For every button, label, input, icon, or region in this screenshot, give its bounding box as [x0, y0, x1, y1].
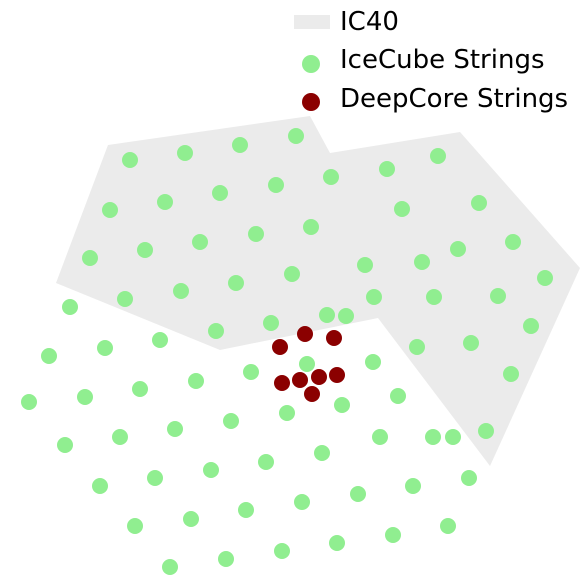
icecube-strings-point — [203, 462, 219, 478]
icecube-strings-point — [379, 161, 395, 177]
icecube-strings-point — [334, 397, 350, 413]
icecube-strings-point — [77, 389, 93, 405]
icecube-strings-point — [223, 413, 239, 429]
icecube-strings-point — [365, 354, 381, 370]
icecube-strings-point — [385, 527, 401, 543]
icecube-strings-point — [445, 429, 461, 445]
icecube-strings-point — [463, 335, 479, 351]
icecube-strings-point — [450, 241, 466, 257]
icecube-strings-point — [430, 148, 446, 164]
icecube-strings-point — [405, 478, 421, 494]
icecube-strings-point — [102, 202, 118, 218]
legend-marker-icecube — [302, 55, 320, 73]
icecube-strings-point — [505, 234, 521, 250]
icecube-strings-point — [503, 366, 519, 382]
legend: IC40 IceCube Strings DeepCore Strings — [294, 7, 568, 114]
icecube-strings-point — [62, 299, 78, 315]
icecube-strings-point — [152, 332, 168, 348]
icecube-strings-point — [173, 283, 189, 299]
deepcore-strings-point — [311, 369, 327, 385]
icecube-strings-point — [122, 152, 138, 168]
icecube-strings-point — [97, 340, 113, 356]
icecube-strings-point — [294, 494, 310, 510]
icecube-strings-point — [279, 405, 295, 421]
icecube-strings-point — [232, 137, 248, 153]
icecube-strings-point — [21, 394, 37, 410]
legend-label-deepcore: DeepCore Strings — [340, 84, 568, 114]
icecube-strings-point — [350, 486, 366, 502]
deepcore-strings-point — [274, 375, 290, 391]
icecube-strings-point — [288, 128, 304, 144]
icecube-strings-point — [41, 348, 57, 364]
icecube-strings-point — [461, 470, 477, 486]
icecube-strings-point — [112, 429, 128, 445]
legend-swatch-ic40 — [294, 15, 330, 29]
icecube-strings-point — [319, 307, 335, 323]
string-markers — [21, 128, 553, 575]
legend-label-ic40: IC40 — [340, 7, 399, 37]
icecube-strings-point — [268, 177, 284, 193]
icecube-strings-point — [82, 250, 98, 266]
icecube-strings-point — [357, 257, 373, 273]
icecube-strings-point — [299, 356, 315, 372]
deepcore-strings-point — [297, 326, 313, 342]
icecube-strings-point — [263, 315, 279, 331]
icecube-strings-point — [372, 429, 388, 445]
icecube-strings-point — [323, 169, 339, 185]
icecube-strings-point — [284, 266, 300, 282]
icecube-strings-point — [258, 454, 274, 470]
icecube-strings-point — [329, 535, 345, 551]
ic40-region — [56, 116, 580, 466]
icecube-strings-point — [248, 226, 264, 242]
icecube-strings-point — [132, 381, 148, 397]
icecube-strings-point — [243, 364, 259, 380]
icecube-strings-point — [425, 429, 441, 445]
legend-label-icecube: IceCube Strings — [340, 45, 545, 75]
icecube-strings-point — [390, 388, 406, 404]
icecube-strings-point — [537, 270, 553, 286]
icecube-strings-point — [228, 275, 244, 291]
icecube-strings-point — [440, 518, 456, 534]
icecube-strings-point — [478, 423, 494, 439]
icecube-strings-point — [192, 234, 208, 250]
icecube-strings-point — [338, 308, 354, 324]
icecube-strings-point — [426, 289, 442, 305]
icecube-strings-point — [183, 511, 199, 527]
icecube-strings-point — [212, 185, 228, 201]
icecube-strings-point — [414, 254, 430, 270]
icecube-strings-point — [167, 421, 183, 437]
icecube-strings-point — [238, 502, 254, 518]
icecube-strings-point — [523, 318, 539, 334]
legend-marker-deepcore — [302, 93, 320, 111]
icecube-strings-point — [274, 543, 290, 559]
icecube-strings-point — [188, 373, 204, 389]
icecube-strings-point — [409, 339, 425, 355]
icecube-strings-point — [57, 437, 73, 453]
icecube-strings-point — [137, 242, 153, 258]
icecube-strings-point — [92, 478, 108, 494]
deepcore-strings-point — [329, 367, 345, 383]
icecube-strings-point — [314, 445, 330, 461]
deepcore-strings-point — [304, 386, 320, 402]
icecube-strings-point — [127, 518, 143, 534]
deepcore-strings-point — [326, 330, 342, 346]
icecube-strings-point — [157, 194, 173, 210]
icecube-strings-point — [177, 145, 193, 161]
icecube-strings-point — [117, 291, 133, 307]
icecube-strings-point — [303, 219, 319, 235]
deepcore-strings-point — [292, 372, 308, 388]
icecube-strings-point — [162, 559, 178, 575]
icecube-strings-point — [147, 470, 163, 486]
icecube-strings-point — [490, 288, 506, 304]
icecube-strings-point — [208, 323, 224, 339]
icecube-strings-point — [471, 195, 487, 211]
icecube-strings-point — [218, 551, 234, 567]
icecube-strings-point — [366, 289, 382, 305]
icecube-strings-point — [394, 201, 410, 217]
deepcore-strings-point — [272, 339, 288, 355]
